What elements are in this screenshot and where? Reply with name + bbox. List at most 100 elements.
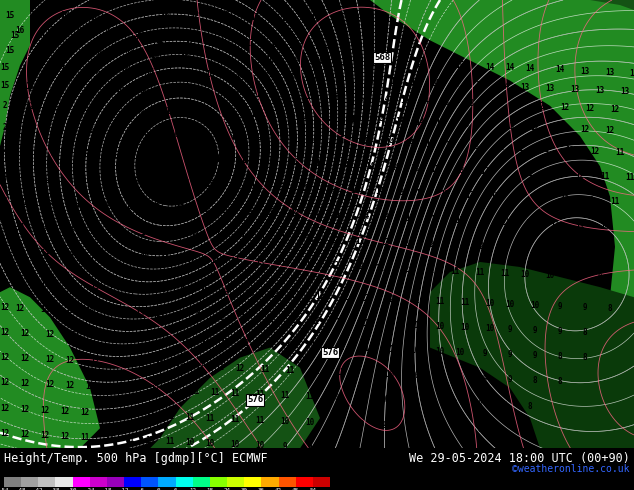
Text: 568: 568 — [373, 53, 387, 62]
Text: 11: 11 — [385, 320, 394, 329]
Text: 16: 16 — [240, 54, 250, 63]
Text: 12: 12 — [41, 431, 49, 440]
Text: 13: 13 — [200, 287, 210, 295]
Text: 15: 15 — [245, 207, 255, 216]
Text: 14: 14 — [91, 226, 100, 235]
Text: 10: 10 — [410, 346, 420, 355]
Text: 14: 14 — [41, 224, 49, 233]
Text: 10: 10 — [385, 370, 394, 379]
Text: 14: 14 — [505, 63, 515, 72]
Text: 11: 11 — [460, 298, 470, 307]
Text: 12: 12 — [481, 217, 489, 226]
Text: 15: 15 — [221, 206, 230, 215]
Text: 13: 13 — [86, 307, 94, 316]
Text: 16: 16 — [95, 49, 105, 58]
Text: 12: 12 — [590, 147, 600, 156]
Text: 9: 9 — [453, 398, 457, 408]
Text: 15: 15 — [290, 158, 300, 167]
Text: 16: 16 — [126, 50, 134, 59]
Text: 11: 11 — [190, 388, 200, 396]
Text: 14: 14 — [500, 82, 510, 91]
Text: 12: 12 — [360, 294, 370, 303]
Text: 12: 12 — [221, 11, 230, 20]
Text: 13: 13 — [155, 310, 165, 319]
Text: 17: 17 — [250, 13, 260, 22]
Text: 11: 11 — [280, 392, 290, 400]
Text: 4: 4 — [3, 172, 8, 181]
Text: 16: 16 — [285, 73, 295, 82]
Text: 13: 13 — [490, 100, 500, 109]
Text: 17: 17 — [311, 14, 320, 23]
Text: 12: 12 — [515, 144, 524, 152]
Text: 12: 12 — [86, 382, 94, 392]
Text: 12: 12 — [531, 123, 540, 132]
Text: 15: 15 — [1, 63, 10, 72]
Text: 15: 15 — [131, 177, 139, 186]
Text: 13: 13 — [405, 214, 415, 223]
Text: 15: 15 — [256, 132, 264, 142]
Text: 12: 12 — [1, 328, 10, 337]
Text: 12: 12 — [105, 409, 115, 417]
Text: 13: 13 — [200, 337, 210, 346]
Text: 11: 11 — [205, 414, 215, 422]
Text: 14: 14 — [216, 231, 224, 240]
Text: 17: 17 — [270, 40, 280, 49]
Text: 13: 13 — [280, 260, 290, 269]
Text: 13: 13 — [545, 84, 555, 93]
Text: 15: 15 — [190, 154, 200, 163]
Text: 11: 11 — [410, 296, 420, 305]
Text: 15: 15 — [250, 110, 260, 120]
Text: 12: 12 — [235, 364, 245, 373]
Text: 12: 12 — [91, 357, 100, 366]
Text: 10: 10 — [256, 441, 264, 450]
Text: 14: 14 — [420, 97, 430, 106]
Text: 13: 13 — [41, 305, 49, 314]
Text: 12: 12 — [46, 330, 55, 339]
Text: ©weatheronline.co.uk: ©weatheronline.co.uk — [512, 464, 630, 474]
Text: 16: 16 — [210, 53, 219, 62]
Text: -38: -38 — [50, 488, 61, 490]
Text: 14: 14 — [160, 254, 170, 264]
Text: 12: 12 — [285, 341, 295, 350]
Text: 17: 17 — [216, 38, 224, 47]
Text: 13: 13 — [621, 87, 630, 96]
Text: 16: 16 — [136, 29, 145, 38]
Text: 12: 12 — [20, 173, 30, 182]
Text: 16: 16 — [145, 68, 155, 77]
Text: 16: 16 — [266, 55, 275, 64]
Polygon shape — [0, 0, 30, 146]
Text: 15: 15 — [306, 135, 314, 144]
Text: 12: 12 — [65, 356, 75, 365]
Text: 6: 6 — [174, 488, 178, 490]
Text: 11: 11 — [335, 343, 345, 352]
Text: 12: 12 — [266, 340, 275, 349]
Polygon shape — [590, 0, 634, 10]
Text: 11: 11 — [256, 416, 264, 425]
Text: 10: 10 — [460, 323, 470, 332]
Text: 12: 12 — [185, 37, 195, 46]
Text: 12: 12 — [1, 378, 10, 388]
Text: 13: 13 — [430, 165, 439, 174]
Text: 15: 15 — [335, 136, 345, 145]
Text: 13: 13 — [415, 189, 425, 198]
Text: 12: 12 — [131, 385, 139, 393]
Text: 11: 11 — [521, 245, 529, 253]
Text: 12: 12 — [171, 387, 179, 395]
Text: 11: 11 — [105, 434, 115, 443]
Text: 13: 13 — [306, 261, 314, 270]
Bar — [107, 477, 124, 487]
Text: 12: 12 — [20, 405, 30, 414]
Polygon shape — [370, 0, 634, 448]
Text: -48: -48 — [16, 488, 27, 490]
Polygon shape — [390, 0, 634, 66]
Text: 9: 9 — [408, 422, 412, 431]
Text: 12: 12 — [195, 362, 205, 371]
Text: 12: 12 — [481, 167, 489, 176]
Text: 14: 14 — [360, 212, 370, 221]
Text: 12: 12 — [560, 103, 569, 112]
Text: 12: 12 — [155, 36, 165, 45]
Text: 13: 13 — [380, 213, 390, 222]
Text: 14: 14 — [91, 251, 100, 260]
Text: 2: 2 — [3, 101, 8, 110]
Text: 8: 8 — [453, 424, 457, 433]
